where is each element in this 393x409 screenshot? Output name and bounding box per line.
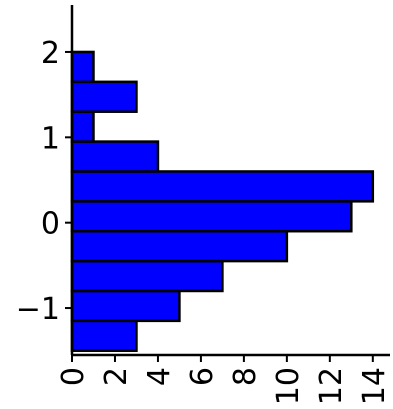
x-tick-label: 4 (142, 367, 177, 386)
histogram-bar-5 (70, 170, 375, 203)
y-tick-label: 0 (41, 207, 60, 242)
x-tick-label: 2 (99, 367, 134, 386)
bars-group (70, 50, 375, 352)
y-tick-label: 2 (41, 36, 60, 71)
x-tick-label: 6 (185, 367, 220, 386)
histogram-bar-2 (70, 259, 224, 293)
x-ticks-group: 0 2 4 6 8 10 12 14 (56, 355, 392, 405)
x-tick-label: 10 (271, 367, 306, 405)
histogram-bar-0 (70, 319, 138, 352)
x-tick-label: 0 (56, 367, 91, 386)
y-ticks-group: −1 0 1 2 (16, 36, 72, 327)
y-tick-label: −1 (16, 292, 60, 327)
histogram-bar-9 (70, 50, 95, 84)
x-tick-label: 8 (228, 367, 263, 386)
histogram-bar-4 (70, 200, 353, 233)
histogram-bar-1 (70, 289, 181, 323)
histogram-bar-6 (70, 140, 160, 173)
y-tick-label: 1 (41, 121, 60, 156)
histogram-bar-3 (70, 229, 289, 263)
histogram-bar-8 (70, 80, 138, 113)
x-tick-label: 12 (314, 367, 349, 405)
histogram-bar-7 (70, 110, 95, 143)
x-tick-label: 14 (357, 367, 392, 405)
